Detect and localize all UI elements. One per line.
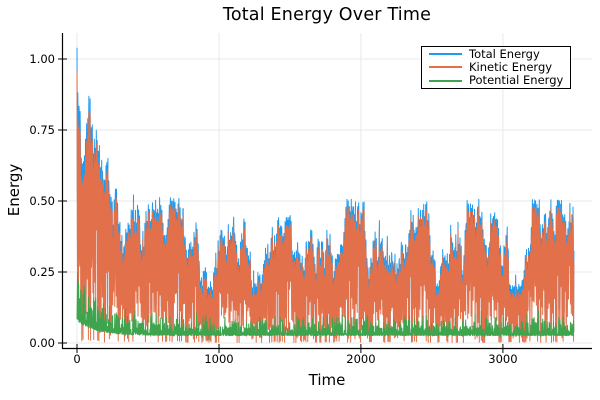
legend-item: Potential Energy bbox=[422, 74, 570, 87]
y-axis-label: Energy bbox=[5, 163, 23, 217]
x-tick-label: 3000 bbox=[488, 352, 518, 366]
legend-item: Kinetic Energy bbox=[422, 59, 570, 74]
x-tick-label: 0 bbox=[73, 352, 81, 366]
y-tick-label: 0.75 bbox=[29, 123, 55, 137]
legend-item: Total Energy bbox=[422, 47, 570, 60]
legend-line-icon bbox=[429, 79, 462, 82]
y-tick-label: 1.00 bbox=[29, 52, 55, 66]
y-tick-label: 0.50 bbox=[29, 194, 55, 208]
legend-label: Total Energy bbox=[469, 46, 540, 61]
legend-line-icon bbox=[429, 53, 462, 56]
x-tick-label: 1000 bbox=[204, 352, 234, 366]
legend-line-icon bbox=[429, 66, 462, 69]
series-kinetic-energy bbox=[76, 71, 575, 343]
y-tick-label: 0.00 bbox=[29, 336, 55, 350]
legend: Total Energy Kinetic Energy Potential Ener… bbox=[421, 46, 571, 89]
x-tick-label: 2000 bbox=[346, 352, 376, 366]
series-potential-energy bbox=[76, 272, 575, 340]
legend-label: Potential Energy bbox=[469, 73, 564, 88]
x-axis-label: Time bbox=[308, 371, 346, 389]
legend-label: Kinetic Energy bbox=[469, 59, 553, 74]
chart-title: Total Energy Over Time bbox=[222, 5, 432, 25]
y-tick-label: 0.25 bbox=[29, 265, 55, 279]
